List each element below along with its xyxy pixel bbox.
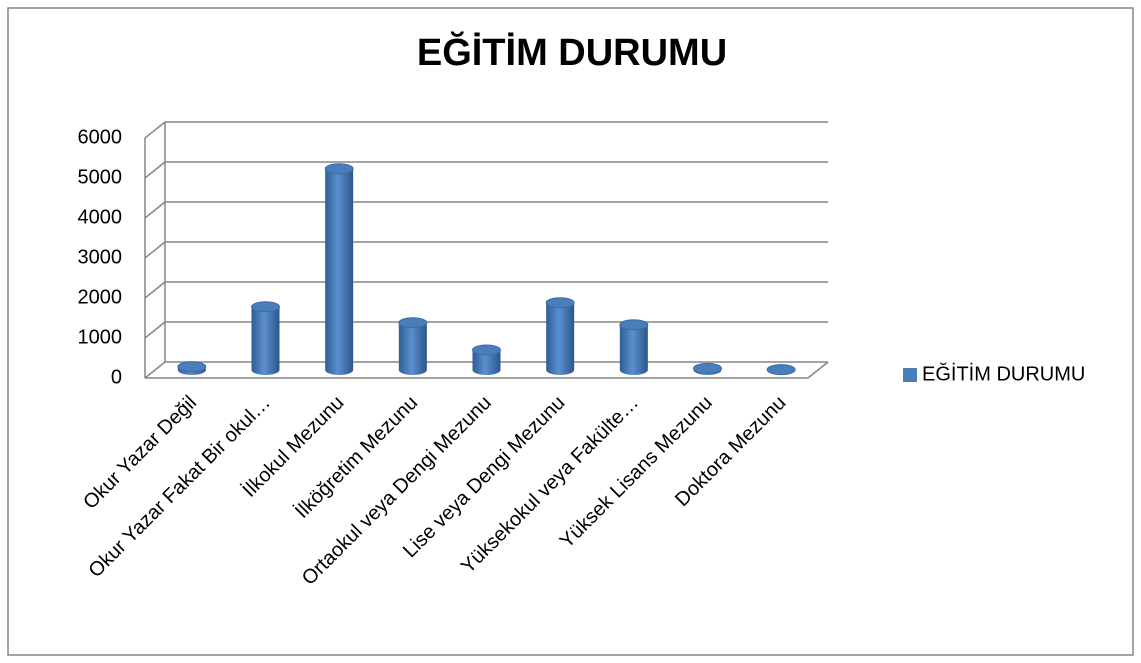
bar-body xyxy=(398,322,427,375)
legend-swatch xyxy=(903,368,917,382)
bar-top xyxy=(177,361,207,373)
bar-top xyxy=(324,163,354,175)
grid-line xyxy=(144,201,166,219)
bar-body xyxy=(472,350,501,375)
y-tick-label: 3000 xyxy=(78,246,123,268)
grid-line xyxy=(144,121,166,139)
bar-top xyxy=(693,362,722,374)
bar-body xyxy=(546,302,575,375)
grid-line xyxy=(144,161,166,179)
grid-line xyxy=(144,361,166,379)
bar xyxy=(398,317,428,375)
bar-top xyxy=(545,297,575,309)
bar-top xyxy=(766,364,796,376)
y-tick-label: 4000 xyxy=(78,206,123,228)
bar xyxy=(472,344,501,375)
bar-top xyxy=(472,344,501,356)
bar xyxy=(766,364,796,376)
y-tick-label: 0 xyxy=(111,366,122,388)
grid-line xyxy=(144,281,166,299)
grid-line xyxy=(144,241,166,259)
chart-title: EĞİTİM DURUMU xyxy=(417,30,727,74)
bar xyxy=(177,361,207,375)
bar-top xyxy=(619,319,649,331)
bar-top xyxy=(398,317,428,329)
bar xyxy=(619,319,649,375)
bar xyxy=(693,362,722,375)
y-tick-label: 5000 xyxy=(78,166,123,188)
bar xyxy=(324,163,354,375)
bar xyxy=(251,301,280,375)
floor-edge xyxy=(807,361,829,379)
y-tick-label: 6000 xyxy=(78,126,123,148)
bar xyxy=(545,297,575,375)
legend-label: EĞİTİM DURUMU xyxy=(922,362,1085,385)
bar-body xyxy=(325,168,354,375)
y-tick-label: 2000 xyxy=(78,286,123,308)
y-tick-label: 1000 xyxy=(78,326,123,348)
bar-body xyxy=(251,306,280,375)
bar-body xyxy=(619,324,648,375)
grid-line xyxy=(144,321,166,339)
bar-top xyxy=(251,301,280,313)
